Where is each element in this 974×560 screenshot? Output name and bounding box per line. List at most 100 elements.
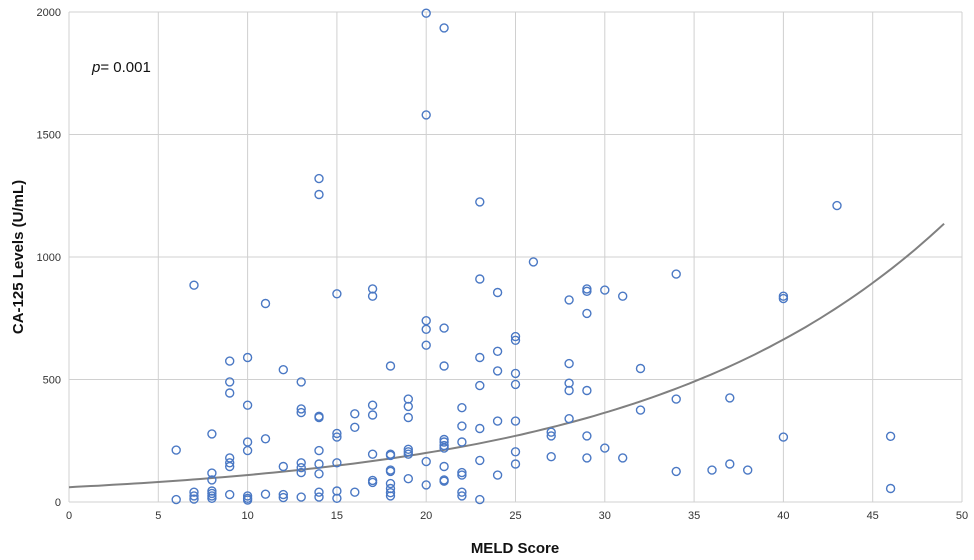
data-point [332, 428, 342, 439]
data-point [296, 458, 306, 468]
data-point [743, 465, 753, 475]
data-point [403, 444, 413, 454]
data-point [403, 401, 413, 412]
data-point [725, 393, 735, 403]
p-value-annotation: p= 0.001 [91, 59, 151, 76]
data-point [510, 416, 521, 426]
data-point [207, 475, 217, 485]
grid-lines [68, 11, 963, 503]
data-point [224, 377, 235, 387]
data-point [296, 407, 306, 418]
data-point [421, 456, 431, 467]
data-point [224, 458, 235, 468]
data-point [582, 385, 592, 396]
data-point [635, 405, 646, 415]
y-axis-title: CA-125 Levels (U/mL) [10, 180, 27, 334]
data-point [885, 483, 896, 494]
data-point [314, 412, 324, 423]
data-point [421, 110, 431, 120]
data-point [403, 449, 413, 459]
data-point [510, 459, 521, 469]
x-tick-label: 25 [509, 510, 521, 522]
data-point [778, 293, 789, 304]
data-point [367, 400, 378, 410]
x-tick-label: 15 [331, 510, 343, 522]
exponential-trendline [68, 222, 945, 489]
data-point [367, 291, 378, 301]
data-point [564, 414, 574, 424]
data-point [457, 491, 467, 501]
data-point [314, 173, 324, 184]
data-points [171, 8, 896, 505]
data-point [189, 487, 199, 497]
data-point [475, 197, 485, 207]
data-point [207, 493, 217, 503]
data-point [564, 295, 574, 305]
data-point [439, 476, 449, 486]
data-point [171, 494, 181, 505]
y-tick-label: 1000 [37, 252, 61, 264]
data-point [189, 280, 199, 290]
data-point [278, 461, 288, 472]
data-point [314, 487, 324, 497]
x-tick-label: 20 [420, 510, 432, 522]
data-point [314, 445, 324, 456]
data-point [439, 437, 449, 447]
data-point [314, 459, 324, 469]
data-point [421, 480, 431, 490]
data-point [635, 363, 646, 374]
data-point [314, 492, 324, 502]
data-point [242, 400, 253, 410]
data-point [582, 308, 592, 319]
data-point [492, 416, 503, 426]
x-tick-label: 30 [599, 510, 611, 522]
data-point [492, 346, 503, 356]
data-point [475, 494, 485, 505]
data-point [403, 394, 413, 404]
data-point [564, 385, 574, 396]
data-point [224, 388, 235, 398]
data-point [403, 412, 413, 423]
data-point [242, 352, 253, 363]
data-point [564, 358, 574, 369]
x-tick-label: 0 [66, 510, 72, 522]
data-point [332, 486, 342, 496]
data-point [475, 352, 485, 363]
data-point [207, 429, 217, 439]
data-point [332, 432, 342, 442]
x-tick-label: 40 [777, 510, 789, 522]
data-point [600, 285, 610, 295]
data-point [439, 440, 449, 451]
data-point [296, 467, 306, 478]
data-point [510, 379, 521, 390]
data-point [492, 366, 503, 376]
p-value-symbol: p [91, 59, 100, 76]
data-point [618, 453, 628, 463]
data-point [492, 287, 503, 298]
data-point [778, 432, 789, 442]
data-point [582, 286, 592, 296]
data-point [421, 340, 431, 350]
data-point [385, 361, 396, 371]
data-point [582, 453, 592, 463]
data-point [332, 493, 342, 503]
data-point [332, 289, 342, 299]
data-point [439, 443, 449, 453]
data-point [278, 492, 288, 503]
data-point [439, 361, 449, 371]
data-point [439, 461, 449, 472]
data-point [671, 394, 681, 404]
data-point [832, 200, 842, 211]
data-point [510, 331, 521, 342]
data-point [367, 477, 378, 488]
data-point [207, 468, 217, 478]
data-point [457, 421, 467, 431]
data-point [314, 189, 324, 200]
data-point [725, 459, 735, 469]
data-point [314, 469, 324, 479]
y-tick-label: 0 [55, 497, 61, 509]
data-point [457, 470, 467, 480]
data-point [600, 443, 610, 453]
data-point [439, 323, 449, 333]
data-point [189, 494, 199, 504]
